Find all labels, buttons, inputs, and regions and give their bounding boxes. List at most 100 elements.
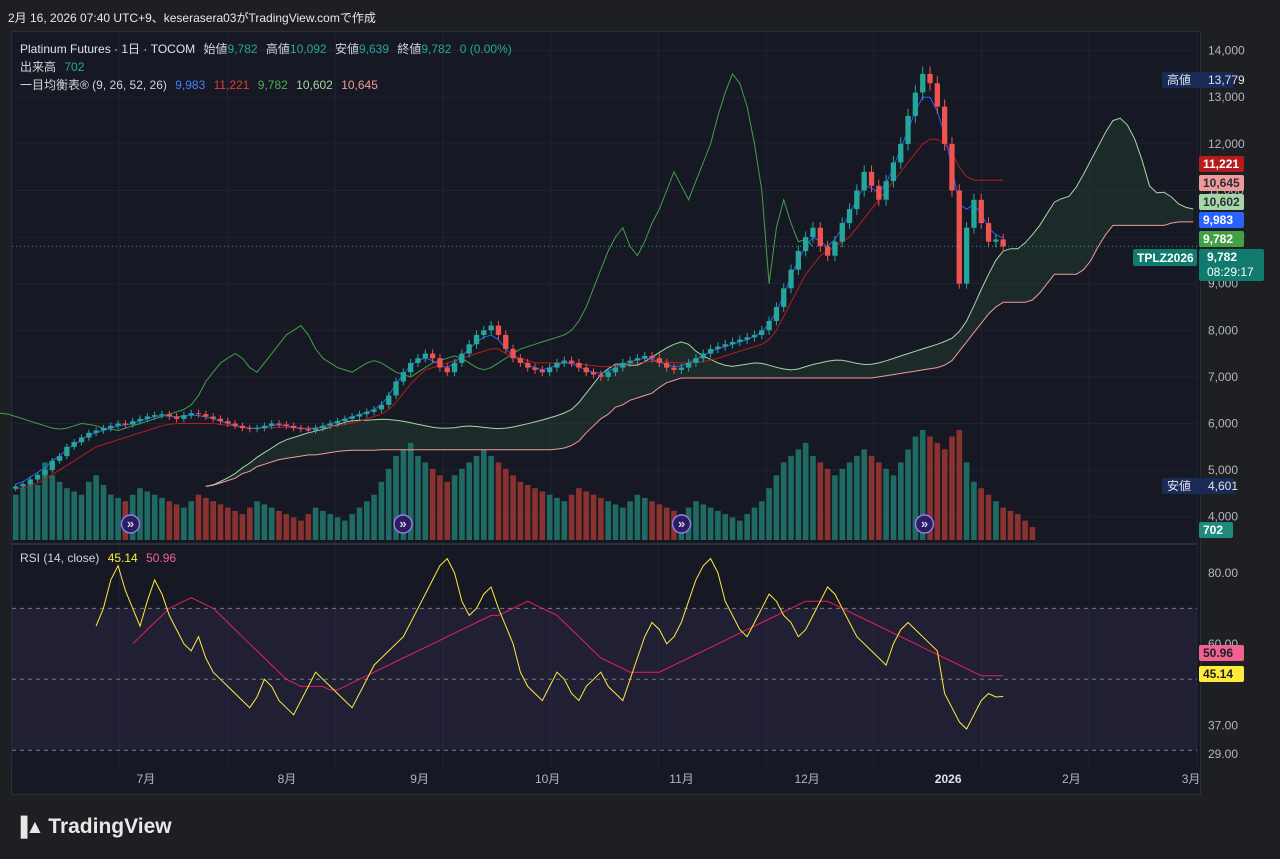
candle-body — [598, 374, 604, 377]
time-label: 2026 — [935, 772, 962, 786]
volume-label: 出来高 — [20, 60, 57, 74]
volume-bar — [971, 481, 977, 540]
candle-body — [854, 190, 860, 210]
volume-bar — [459, 468, 465, 540]
candle-body — [122, 423, 128, 425]
time-label: 7月 — [137, 772, 156, 786]
volume-bar — [583, 491, 589, 540]
kijun-sen-line — [15, 138, 1004, 490]
tradingview-logo[interactable]: ▐▲ TradingView — [14, 815, 172, 839]
spanB-badge-bg — [1199, 175, 1244, 191]
event-marker-circle — [914, 514, 935, 534]
candle-body — [978, 199, 984, 224]
volume-bar — [927, 436, 933, 540]
candle-body — [722, 344, 728, 347]
volume-bar — [729, 517, 736, 540]
volume-bar — [766, 488, 772, 540]
volume-bar — [290, 517, 297, 540]
indicator-lines — [0, 72, 1194, 490]
price-tick-label: 14,000 — [1208, 44, 1245, 58]
candle-body — [861, 171, 867, 191]
event-marker-icon: » — [393, 514, 413, 534]
time-label: 3月 — [1182, 772, 1201, 786]
rsi-legend[interactable]: RSI (14, close) 45.14 50.96 — [20, 551, 181, 565]
volume-bar — [510, 475, 516, 540]
tenkan-badge-bg — [1199, 212, 1244, 228]
volume-bar — [1015, 514, 1021, 540]
volume-bar — [649, 501, 655, 540]
symbol-tag: TPLZ2026 — [1137, 251, 1194, 265]
volume-bar — [620, 507, 626, 540]
candle-body — [605, 372, 611, 377]
candle-body — [349, 416, 355, 419]
candle-body — [539, 369, 545, 373]
candle-body — [832, 241, 838, 256]
volume-bar — [217, 504, 224, 540]
candle-body — [320, 425, 326, 429]
high-badge-label: 高値 — [1167, 72, 1191, 87]
rsi-tick-label: 80.00 — [1208, 566, 1238, 580]
candle-body — [210, 416, 216, 419]
volume-bar — [839, 468, 846, 540]
tenkan-badge-value: 9,983 — [1203, 213, 1233, 227]
candle-body — [64, 446, 70, 457]
symbol-legend[interactable]: Platinum Futures · 1日 · TOCOM 始値9,782 高値… — [20, 40, 517, 57]
volume-bar — [919, 430, 926, 540]
volume-bar — [627, 501, 633, 540]
chikou-badge-bg — [1199, 231, 1244, 247]
low-badge-bg — [1162, 478, 1234, 494]
low-badge-label: 安値 — [1167, 478, 1191, 493]
volume-bar — [115, 497, 121, 540]
candle-body — [876, 185, 882, 200]
volume-bar — [400, 449, 407, 540]
volume-bar — [890, 475, 897, 540]
volume-bar — [268, 507, 275, 540]
volume-bar — [422, 462, 429, 540]
volume-bar — [188, 501, 194, 540]
candle-body — [547, 367, 553, 373]
last-price-bg — [1199, 249, 1264, 281]
spanA-badge: 10,602 — [1199, 194, 1244, 210]
candle-body — [744, 337, 750, 340]
volume-bar — [444, 481, 451, 540]
candle-body — [93, 430, 99, 433]
candle-body — [312, 428, 319, 431]
time-label: 11月 — [669, 772, 693, 786]
chart-panel[interactable] — [11, 31, 1201, 795]
candle-body — [583, 367, 589, 373]
candle-body — [751, 334, 758, 338]
volume-bar — [634, 494, 641, 540]
event-marker-icon: » — [120, 514, 141, 534]
close-value: 9,782 — [421, 42, 452, 56]
close-label: 終値 — [397, 42, 422, 56]
candle-body — [276, 423, 282, 425]
volume-bar — [934, 442, 941, 540]
candle-body — [561, 360, 567, 363]
volume-legend[interactable]: 出来高 702 — [20, 58, 89, 75]
volume-bar — [203, 497, 209, 540]
candle-body — [473, 334, 480, 345]
candle-body — [86, 432, 92, 438]
candle-body — [825, 246, 831, 256]
volume-bar — [539, 491, 546, 540]
ichimoku-legend[interactable]: 一目均衡表® (9, 26, 52, 26) 9,983 11,221 9,78… — [20, 76, 383, 93]
rsi-ma-badge-bg — [1199, 645, 1244, 661]
candle-body — [400, 372, 406, 382]
price-tick-label: 12,000 — [1208, 137, 1245, 151]
volume-badge-value: 702 — [1203, 523, 1223, 537]
volume-bar — [780, 462, 787, 540]
volume-bar — [93, 475, 99, 540]
candle-body — [693, 358, 699, 363]
candle-body — [152, 415, 158, 417]
volume-bar — [298, 520, 304, 540]
volume-bar — [261, 504, 268, 540]
open-value: 9,782 — [227, 42, 258, 56]
candle-body — [430, 353, 436, 359]
price-tick-label: 8,000 — [1208, 323, 1238, 337]
volume-bar — [225, 507, 231, 540]
candle-body — [883, 181, 889, 200]
rsi-pane — [12, 557, 1197, 751]
cloud-area — [205, 118, 1194, 487]
volume-bar — [34, 485, 41, 540]
